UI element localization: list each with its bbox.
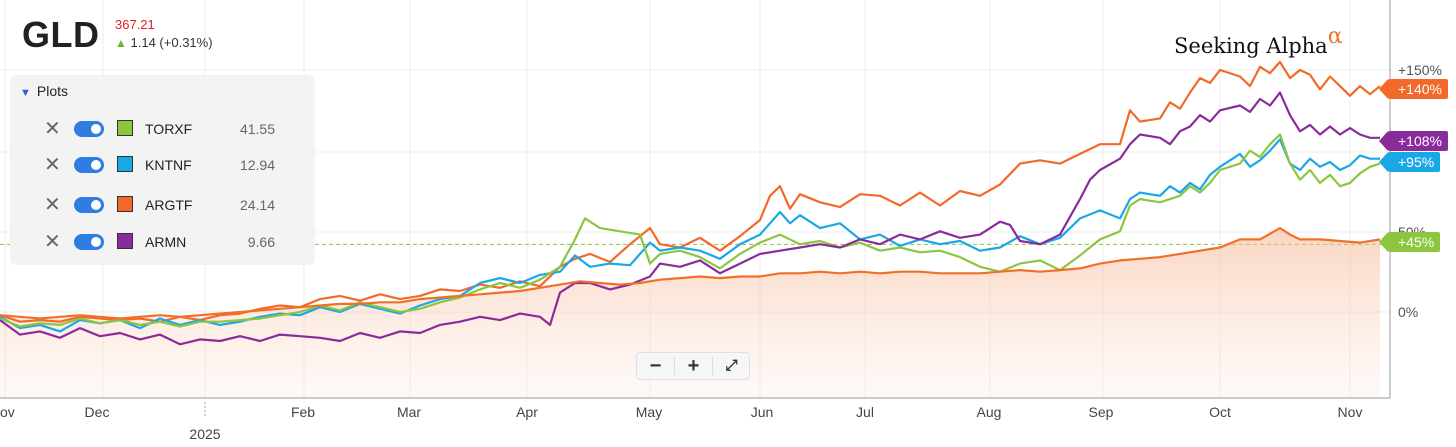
brand-logo: Seeking Alphaα xyxy=(1174,24,1343,59)
color-swatch[interactable] xyxy=(117,156,133,172)
x-tick-label: Jun xyxy=(751,404,774,420)
remove-plot-icon[interactable]: ✕ xyxy=(44,231,61,253)
plot-symbol: ARGTF xyxy=(145,197,193,213)
x-tick-label: Oct xyxy=(1209,404,1231,420)
expand-icon[interactable]: ⤢ xyxy=(725,357,738,374)
ticker-header: GLD xyxy=(22,14,100,56)
color-swatch[interactable] xyxy=(117,120,133,136)
x-tick-label: Mar xyxy=(397,404,421,420)
x-tick-label: Nov xyxy=(1338,404,1363,420)
x-tick-label: Feb xyxy=(291,404,315,420)
remove-plot-icon[interactable]: ✕ xyxy=(44,154,61,176)
up-arrow-icon: ▲ xyxy=(115,36,127,50)
divider xyxy=(712,357,713,375)
series-line-torxf xyxy=(0,133,1381,328)
plot-row-kntnf: ✕ KNTNF 12.94 xyxy=(10,153,315,177)
plot-row-argtf: ✕ ARGTF 24.14 xyxy=(10,193,315,217)
axes: ov Dec 2025 Feb Mar Apr May Jun Jul Aug Sep Oct Nov +… xyxy=(0,0,1442,442)
axis-tag-gld: +45% xyxy=(1378,232,1441,252)
brand-name: Seeking Alpha xyxy=(1174,34,1328,58)
series-line-gld xyxy=(0,227,1381,320)
divider xyxy=(674,357,675,375)
price-change-value: 1.14 (+0.31%) xyxy=(130,35,213,50)
plot-value: 24.14 xyxy=(239,197,275,213)
plot-symbol: KNTNF xyxy=(145,157,192,173)
plot-symbol: TORXF xyxy=(145,121,193,137)
y-tick-label: +150% xyxy=(1398,62,1442,78)
plots-title: Plots xyxy=(36,83,69,99)
y-tick-label: 0% xyxy=(1398,304,1418,320)
remove-plot-icon[interactable]: ✕ xyxy=(44,118,61,140)
plot-symbol: ARMN xyxy=(145,234,187,250)
x-tick-label: Dec xyxy=(85,404,110,420)
color-swatch[interactable] xyxy=(117,196,133,212)
plot-value: 12.94 xyxy=(239,157,275,173)
x-tick-label: ov xyxy=(0,404,15,420)
zoom-in-button[interactable]: + xyxy=(687,355,700,377)
plot-value: 9.66 xyxy=(247,234,275,250)
plot-toggle[interactable] xyxy=(74,157,104,173)
plot-row-armn: ✕ ARMN 9.66 xyxy=(10,230,315,254)
x-tick-label: Aug xyxy=(977,404,1002,420)
zoom-controls: − + ⤢ xyxy=(636,352,750,380)
collapse-triangle-icon[interactable]: ▼ xyxy=(20,87,31,99)
series-line-kntnf xyxy=(0,138,1380,333)
x-tick-label: Apr xyxy=(516,404,538,420)
remove-plot-icon[interactable]: ✕ xyxy=(44,194,61,216)
x-tick-label: May xyxy=(636,404,662,420)
plot-row-torxf: ✕ TORXF 41.55 xyxy=(10,117,315,141)
axis-tag-armn: +108% xyxy=(1379,131,1448,151)
color-swatch[interactable] xyxy=(117,233,133,249)
axis-tag-kntnf: +95% xyxy=(1378,152,1441,172)
ticker-symbol: GLD xyxy=(22,14,100,55)
brand-alpha-icon: α xyxy=(1327,24,1343,49)
plots-panel-header[interactable]: ▼ Plots xyxy=(20,83,68,99)
zoom-out-button[interactable]: − xyxy=(649,355,662,377)
plot-toggle[interactable] xyxy=(74,197,104,213)
x-tick-label: Sep xyxy=(1089,404,1114,420)
series-line-argtf xyxy=(0,60,1381,323)
gld-area-fill xyxy=(0,228,1380,398)
plot-value: 41.55 xyxy=(239,121,275,137)
x-tick-label: Jul xyxy=(856,404,874,420)
x-tick-label: 2025 xyxy=(189,426,220,442)
axis-tag-argtf: +140% xyxy=(1379,79,1448,99)
series-line-armn xyxy=(0,91,1380,346)
plot-toggle[interactable] xyxy=(74,121,104,137)
last-price: 367.21 xyxy=(115,17,155,32)
plot-toggle[interactable] xyxy=(74,234,104,250)
plots-panel: ▼ Plots ✕ TORXF 41.55 ✕ KNTNF 12.94 ✕ ARG… xyxy=(10,75,315,265)
series-lines xyxy=(0,60,1381,346)
gld-area xyxy=(0,228,1380,398)
price-change: ▲ 1.14 (+0.31%) xyxy=(115,35,213,50)
